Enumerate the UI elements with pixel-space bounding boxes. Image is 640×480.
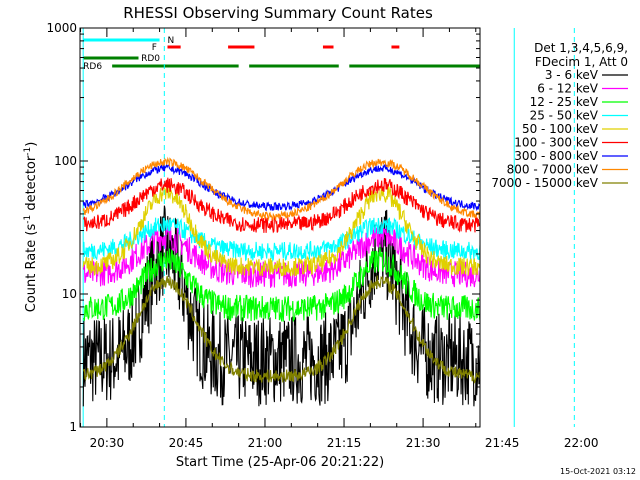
plot-frame: [79, 27, 481, 428]
series-line-12-25-kev: [82, 247, 481, 322]
legend-label-50-100-kev: 50 - 100 keV: [522, 122, 599, 136]
y-tick-label: 1: [69, 420, 77, 434]
y-tick-label: 10: [62, 287, 77, 301]
y-tick-label: 100: [54, 154, 77, 168]
chart-title: RHESSI Observing Summary Count Rates: [123, 4, 433, 22]
y-axis-label-sup1: -1: [23, 215, 33, 224]
x-tick-label: 20:45: [169, 436, 204, 450]
y-axis-label: Count Rate (s-1 detector-1): [23, 142, 39, 313]
series-line-50-100-kev: [82, 184, 481, 277]
series-line-7000-15000-kev: [82, 275, 481, 384]
date-stamp: 15-Oct-2021 03:12: [560, 467, 636, 476]
legend-label-800-7000-kev: 800 - 7000 keV: [507, 163, 599, 177]
flag-label-rd0: RD0: [141, 54, 160, 64]
flag-label-rd6: RD6: [83, 62, 102, 72]
x-axis: 20:30 20:45 21:00 21:15 21:30 21:45 22:00: [80, 28, 599, 450]
flag-label-n: N: [167, 36, 174, 46]
y-axis-label-sup2: -1: [23, 147, 33, 156]
legend-label-3-6-kev: 3 - 6 keV: [545, 68, 599, 82]
x-tick-label: 20:30: [90, 436, 125, 450]
x-tick-label: 22:00: [564, 436, 599, 450]
legend-label-25-50-kev: 25 - 50 keV: [530, 109, 599, 123]
legend: Det 1,3,4,5,6,9, FDecim 1, Att 0 3 - 6 k…: [491, 41, 628, 190]
legend-label-6-12-kev: 6 - 12 keV: [537, 82, 599, 96]
series-line-25-50-kev: [82, 217, 481, 263]
y-axis: 1 10 100 1000: [46, 21, 480, 434]
legend-label-300-800-kev: 300 - 800 keV: [514, 149, 598, 163]
series-line-100-300-kev: [83, 177, 481, 234]
legend-label-100-300-kev: 100 - 300 keV: [514, 136, 598, 150]
x-axis-label: Start Time (25-Apr-06 20:21:22): [176, 455, 384, 470]
series-lines: [82, 156, 481, 407]
y-axis-label-end: ): [24, 142, 39, 147]
legend-label-12-25-kev: 12 - 25 keV: [530, 95, 599, 109]
legend-title-line-2: FDecim 1, Att 0: [535, 55, 628, 69]
x-tick-label: 21:15: [327, 436, 362, 450]
series-line-800-7000-kev: [82, 156, 481, 222]
flag-label-f: F: [152, 43, 157, 53]
legend-label-7000-15000-kev: 7000 - 15000 keV: [491, 176, 598, 190]
y-axis-label-mid: detector: [24, 155, 39, 215]
y-tick-label: 1000: [46, 21, 77, 35]
y-axis-label-main: Count Rate (s: [24, 224, 39, 313]
x-tick-label: 21:00: [248, 436, 283, 450]
legend-title-line-1: Det 1,3,4,5,6,9,: [534, 41, 628, 55]
x-tick-label: 21:30: [406, 436, 441, 450]
x-tick-label: 21:45: [485, 436, 520, 450]
